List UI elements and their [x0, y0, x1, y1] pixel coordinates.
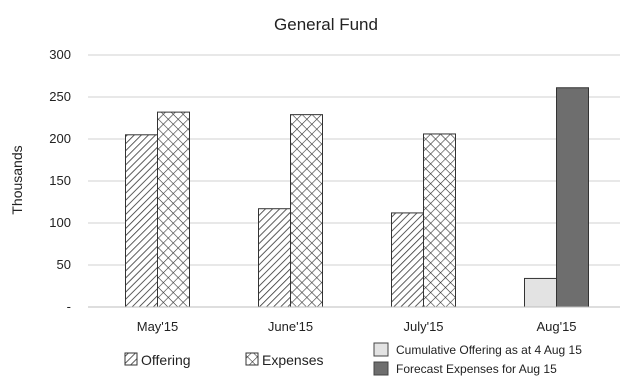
- y-ticks: - 50 100 150 200 250 300: [49, 47, 71, 314]
- x-tick-label: Aug'15: [536, 319, 576, 334]
- bar-offering-0: [126, 135, 158, 307]
- x-tick-label: June'15: [268, 319, 313, 334]
- legend-swatch-expenses: [246, 353, 258, 365]
- legend-label-expenses: Expenses: [262, 352, 323, 368]
- y-axis-label: Thousands: [9, 145, 25, 214]
- y-tick-label: 50: [57, 257, 71, 272]
- bars: [88, 88, 620, 307]
- y-tick-label: 150: [49, 173, 71, 188]
- legend-label-forecast-expenses: Forecast Expenses for Aug 15: [396, 362, 557, 376]
- bar-expenses-0: [158, 112, 190, 307]
- bar-expenses-1: [291, 115, 323, 307]
- y-tick-label: 250: [49, 89, 71, 104]
- bar-cumulative-offering-as-at-4-aug-15-3: [525, 278, 557, 307]
- x-tick-label: May'15: [137, 319, 179, 334]
- y-tick-label: 300: [49, 47, 71, 62]
- legend-swatch-cumulative-offering: [374, 343, 388, 356]
- bar-forecast-expenses-for-aug-15-3: [557, 88, 589, 307]
- x-ticks: May'15 June'15 July'15 Aug'15: [137, 319, 577, 334]
- y-tick-label: 100: [49, 215, 71, 230]
- y-tick-label: -: [67, 299, 71, 314]
- bar-offering-1: [259, 209, 291, 307]
- bar-offering-2: [392, 213, 424, 307]
- legend-label-offering: Offering: [141, 352, 191, 368]
- chart-title: General Fund: [274, 15, 378, 34]
- y-tick-label: 200: [49, 131, 71, 146]
- legend: Offering Expenses Cumulative Offering as…: [125, 343, 582, 376]
- legend-swatch-forecast-expenses: [374, 362, 388, 375]
- legend-label-cumulative-offering: Cumulative Offering as at 4 Aug 15: [396, 343, 582, 357]
- legend-swatch-offering: [125, 353, 137, 365]
- x-tick-label: July'15: [403, 319, 443, 334]
- bar-expenses-2: [424, 134, 456, 307]
